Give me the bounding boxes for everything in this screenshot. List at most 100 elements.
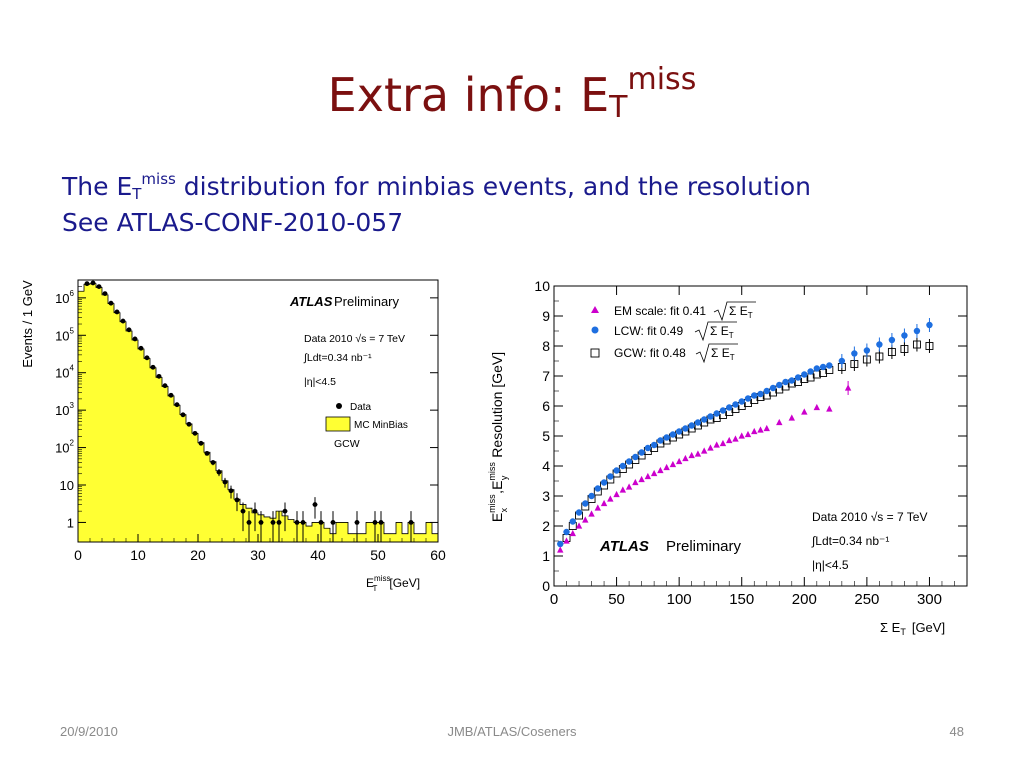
chart2-lcw-point: [625, 458, 633, 465]
chart2-legend-gcw-sub: T: [730, 353, 735, 362]
chart2-lcw-point: [751, 392, 758, 399]
chart1-data-point: [96, 284, 102, 289]
chart2-em-point: [844, 384, 852, 391]
chart1-info-line-2: ∫Ldt=0.34 nb⁻¹: [303, 352, 372, 364]
footer-date: 20/9/2010: [60, 724, 118, 739]
chart2-em-point: [688, 451, 695, 459]
chart1-data-point: [144, 355, 150, 361]
chart2-lcw-point: [632, 453, 639, 461]
chart1-legend-mc-swatch: [325, 416, 351, 432]
chart2-legend-em-sqrt: [713, 301, 756, 322]
chart1-data-point: [222, 479, 228, 485]
chart2-lcw-point: [863, 347, 871, 354]
chart2-lcw-point: [782, 378, 789, 386]
chart2-ytick-label: 10: [534, 278, 550, 294]
chart2-lcw-point: [638, 449, 645, 456]
chart2-em-point: [607, 495, 614, 502]
chart1-data-point: [240, 508, 246, 514]
chart2-ytick-label: 4: [542, 458, 550, 474]
chart2-gcw-point: [875, 352, 884, 361]
chart1-data-point: [186, 421, 192, 427]
line1-pre: The E: [62, 172, 133, 201]
chart2-ylabel-sup2: miss: [487, 462, 497, 481]
chart2-lcw-point: [613, 467, 620, 474]
chart1-legend-data-label: Data: [350, 402, 372, 413]
chart2-em-point: [557, 546, 564, 553]
chart2-em-point: [663, 463, 670, 471]
chart2-ytick-label: 0: [542, 578, 550, 594]
chart1-xlabel: Emiss T [GeV]: [366, 574, 420, 593]
chart1-ytick-base: 10: [55, 366, 69, 381]
chart2-gcw-point: [912, 340, 921, 349]
chart2-lcw-point: [776, 381, 783, 389]
chart1-data-point: [312, 502, 318, 507]
chart2-ytick-label: 8: [542, 338, 550, 354]
chart1-data-point: [300, 520, 306, 525]
chart1-ytick-exp: 5: [70, 326, 75, 335]
chart2-lcw-point: [926, 321, 933, 329]
chart2-lcw-point: [607, 473, 614, 480]
chart1-ytick-exp: 2: [70, 439, 75, 448]
chart1-data-point: [258, 520, 264, 525]
chart2-plot-area: [553, 285, 968, 587]
line1-sub: T: [132, 185, 142, 203]
chart2-lcw-point: [582, 500, 589, 507]
line1-sup: miss: [141, 170, 176, 188]
chart2-ytick-label: 9: [542, 308, 550, 324]
chart2-legend-lcw-marker: [591, 326, 599, 334]
chart2-lcw-point: [726, 404, 733, 411]
chart2-em-point: [738, 432, 745, 439]
chart1-data-point: [150, 364, 156, 370]
chart2-em-point: [588, 510, 595, 517]
chart2-legend-gcw-marker: [590, 348, 600, 358]
chart2-lcw-point: [569, 518, 576, 525]
chart2-lcw-point: [819, 363, 827, 371]
chart2-ytick-label: 5: [542, 428, 550, 444]
chart2-xtick-label: 150: [729, 591, 754, 608]
chart1-xtick-label: 60: [430, 547, 446, 563]
chart2-lcw-point: [575, 509, 583, 516]
chart2-legend-lcw-sqrt-content: Σ ET: [710, 324, 734, 340]
chart2-lcw-point: [738, 398, 745, 405]
chart2-lcw-point: [807, 368, 814, 375]
chart2-lcw-point: [619, 462, 627, 470]
chart2-lcw-point: [713, 410, 720, 417]
chart1-data-point: [276, 520, 282, 525]
chart2-ylabel: Emiss x,Emiss y Resolution [GeV]: [487, 352, 509, 522]
chart2-lcw-point: [801, 371, 808, 378]
chart2-atlas-label: ATLAS: [599, 538, 649, 555]
chart1-ytick-exp: 3: [70, 401, 75, 410]
chart2-lcw-point: [732, 401, 739, 408]
chart2-em-point: [638, 475, 645, 483]
chart2-lcw-point: [700, 416, 708, 423]
chart2-preliminary-label: Preliminary: [666, 538, 742, 555]
chart2-lcw-point: [600, 479, 608, 486]
title-main: Extra info: E: [327, 68, 610, 122]
chart2-ytick-label: 1: [542, 548, 550, 564]
chart1-data-point: [168, 392, 174, 398]
chart1-ytick-base: 10: [55, 441, 69, 456]
chart1-data-point: [234, 497, 240, 503]
chart2-legend-lcw-sqrt: [694, 321, 737, 342]
title-sub: T: [609, 90, 628, 125]
chart2-lcw-point: [707, 413, 714, 420]
chart2-x-ticks: 0 50 100 150 200 250 300: [550, 286, 955, 608]
chart2-legend-gcw-sqrt-content: Σ ET: [711, 346, 735, 362]
chart2-em-point: [694, 450, 702, 457]
chart1-data-point: [246, 520, 252, 525]
chart2-ytick-label: 2: [542, 518, 550, 534]
chart2-xtick-label: 200: [792, 591, 817, 608]
chart2-em-point: [619, 486, 627, 493]
chart2-em-point: [801, 408, 808, 415]
chart1-data-point: [228, 488, 234, 494]
chart1-data-point: [126, 327, 132, 333]
chart2-lcw-point: [694, 419, 702, 426]
chart2-gcw-point: [925, 342, 934, 350]
chart2-lcw-point: [588, 492, 595, 500]
chart2-legend-lcw-sigma: Σ E: [710, 324, 729, 338]
footer-center: JMB/ATLAS/Coseners: [447, 724, 577, 739]
chart2-em-point: [719, 439, 727, 447]
chart1-ytick-label: 106: [55, 289, 74, 306]
chart2-em-point: [632, 478, 639, 486]
